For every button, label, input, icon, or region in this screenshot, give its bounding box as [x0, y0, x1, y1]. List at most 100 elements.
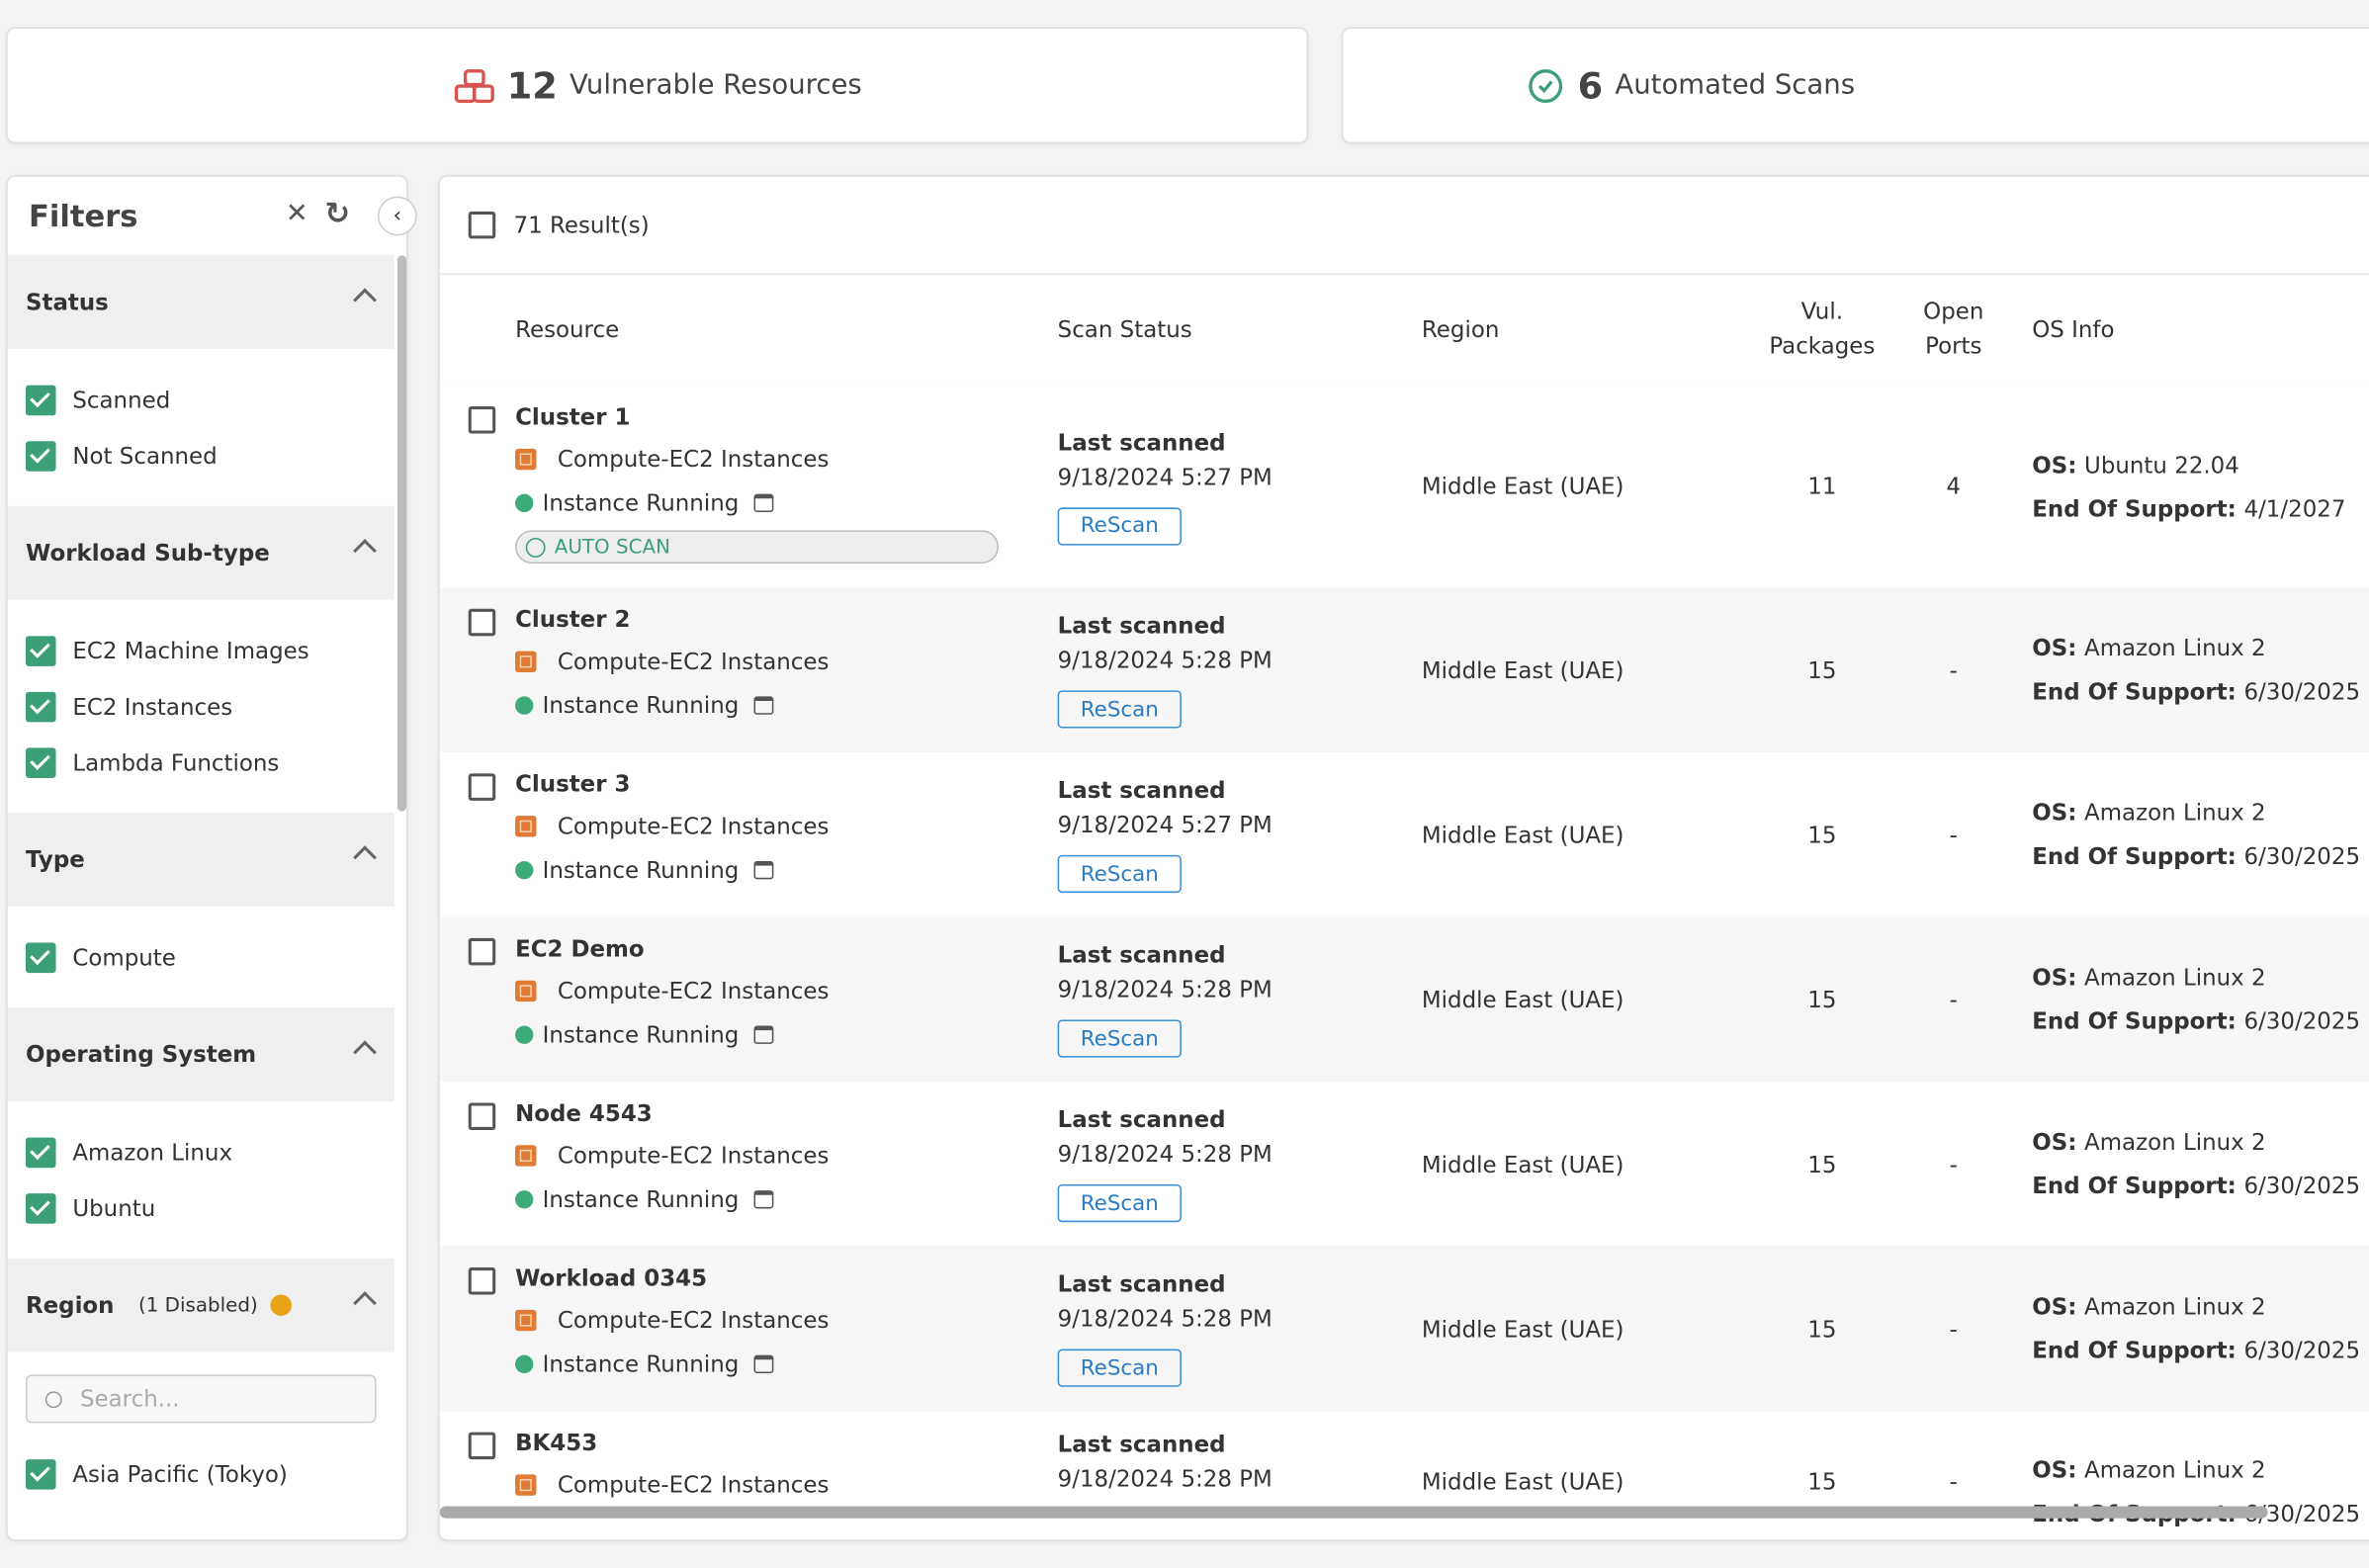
- group-header[interactable]: Operating System: [8, 1007, 395, 1101]
- os-line: OS:Amazon Linux 2: [2032, 955, 2369, 999]
- os-label: OS:: [2032, 1128, 2076, 1156]
- auto-scan-text: AUTO SCAN: [555, 536, 670, 559]
- checkbox-checked[interactable]: [26, 636, 56, 666]
- row-checkbox[interactable]: [469, 938, 496, 966]
- status-dot: [515, 860, 533, 878]
- resource-cell: Cluster 3Compute-EC2 InstancesInstance R…: [515, 752, 999, 917]
- open-ports-cell: -: [1905, 587, 2002, 752]
- row-checkbox[interactable]: [469, 1102, 496, 1130]
- row-checkbox[interactable]: [469, 406, 496, 434]
- filter-option[interactable]: Compute: [8, 929, 395, 986]
- resource-cell: Workload 0345Compute-EC2 InstancesInstan…: [515, 1247, 999, 1412]
- checkbox-checked[interactable]: [26, 385, 56, 415]
- row-checkbox[interactable]: [469, 1433, 496, 1460]
- checkbox-checked[interactable]: [26, 691, 56, 722]
- resource-type: Compute-EC2 Instances: [515, 1298, 999, 1342]
- option-label: Scanned: [72, 386, 170, 413]
- type-text: Compute-EC2 Instances: [558, 977, 830, 1004]
- rescan-button[interactable]: ReScan: [1058, 507, 1182, 545]
- region-cell: Middle East (UAE): [1422, 386, 1724, 588]
- region-cell: Middle East (UAE): [1422, 917, 1724, 1083]
- filter-option[interactable]: Lambda Functions: [8, 735, 395, 791]
- os-label: OS:: [2032, 635, 2076, 662]
- row-checkbox[interactable]: [469, 1267, 496, 1295]
- type-text: Compute-EC2 Instances: [558, 1141, 830, 1169]
- reset[interactable]: ↻: [325, 195, 351, 231]
- table-row: Workload 0345Compute-EC2 InstancesInstan…: [440, 1247, 2369, 1413]
- state-text: Instance Running: [543, 1350, 740, 1377]
- group-title: Workload Sub-type: [26, 540, 270, 567]
- search-box[interactable]: Search...: [26, 1375, 377, 1424]
- row-checkbox[interactable]: [469, 609, 496, 637]
- scan-time: 9/18/2024 5:28 PM: [1058, 1465, 1390, 1500]
- filter-option[interactable]: Asia Pacific (Tokyo): [8, 1445, 395, 1502]
- open-ports-cell: -: [1905, 752, 2002, 917]
- collapse-panel[interactable]: ‹: [378, 197, 417, 236]
- checkbox-checked[interactable]: [26, 440, 56, 471]
- label: Automated Scans: [1615, 69, 1855, 101]
- details-icon[interactable]: [754, 1025, 774, 1043]
- row-checkbox[interactable]: [469, 773, 496, 801]
- scan-label: Last scanned: [1058, 1270, 1390, 1305]
- details-icon[interactable]: [754, 860, 774, 878]
- os-label: OS:: [2032, 1293, 2076, 1321]
- details-icon[interactable]: [754, 696, 774, 714]
- filter-option[interactable]: EC2 Machine Images: [8, 623, 395, 679]
- filter-option[interactable]: Ubuntu: [8, 1179, 395, 1236]
- scan-label: Last scanned: [1058, 776, 1390, 811]
- state-text: Instance Running: [543, 1020, 740, 1048]
- column-title: Region: [1422, 312, 1724, 347]
- checkbox-checked[interactable]: [26, 1458, 56, 1489]
- table-header: ResourceScan StatusRegionVul. PackagesOp…: [440, 274, 2369, 388]
- details-icon[interactable]: [754, 493, 774, 511]
- type-icon: [515, 1309, 536, 1330]
- vul-packages-cell: 15: [1754, 752, 1890, 917]
- filter-option[interactable]: Not Scanned: [8, 427, 395, 483]
- scan-time: 9/18/2024 5:27 PM: [1058, 812, 1390, 846]
- details-icon[interactable]: [754, 1189, 774, 1207]
- search-icon: [45, 1391, 62, 1408]
- group-header[interactable]: Workload Sub-type: [8, 506, 395, 600]
- summary-card[interactable]: 12 Vulnerable Resources: [6, 28, 1308, 144]
- rescan-button[interactable]: ReScan: [1058, 1019, 1182, 1057]
- checkbox-checked[interactable]: [26, 747, 56, 778]
- rescan-button[interactable]: ReScan: [1058, 690, 1182, 728]
- scan-label: Last scanned: [1058, 1431, 1390, 1465]
- filters-header: Filters ✕ ↻: [8, 177, 406, 255]
- caret: [353, 539, 377, 563]
- checkbox-checked[interactable]: [26, 1192, 56, 1223]
- column-header: Resource: [515, 274, 968, 386]
- rescan-button[interactable]: ReScan: [1058, 855, 1182, 893]
- os-cell: OS:Amazon Linux 2End Of Support:6/30/202…: [2032, 752, 2369, 917]
- scan-label: Last scanned: [1058, 941, 1390, 976]
- collapse-all[interactable]: ✕: [286, 198, 308, 229]
- summary-card[interactable]: 6 Automated Scans: [1342, 28, 2369, 144]
- os-value: Amazon Linux 2: [2084, 1455, 2266, 1483]
- rescan-button[interactable]: ReScan: [1058, 1350, 1182, 1387]
- eos-value: 4/1/2027: [2244, 494, 2346, 522]
- group-header[interactable]: Type: [8, 813, 395, 907]
- os-value: Amazon Linux 2: [2084, 635, 2266, 662]
- checkbox-checked[interactable]: [26, 1137, 56, 1168]
- result-count: 71 Result(s): [514, 212, 650, 239]
- filter-option[interactable]: Scanned: [8, 372, 395, 428]
- os-value: Ubuntu 22.04: [2084, 451, 2239, 479]
- rescan-button[interactable]: ReScan: [1058, 1184, 1182, 1222]
- group-title: Region: [26, 1291, 115, 1319]
- filter-option[interactable]: EC2 Instances: [8, 678, 395, 735]
- type-icon: [515, 1474, 536, 1495]
- checkbox-checked[interactable]: [26, 942, 56, 973]
- details-icon[interactable]: [754, 1354, 774, 1372]
- type-text: Compute-EC2 Instances: [558, 1471, 830, 1499]
- scrollbar[interactable]: [397, 255, 406, 811]
- filter-option[interactable]: Amazon Linux: [8, 1124, 395, 1180]
- resource-name: EC2 Demo: [515, 929, 999, 969]
- scan-status-cell: Last scanned9/18/2024 5:28 PMReScan: [1058, 1247, 1390, 1412]
- eos-label: End Of Support:: [2032, 1337, 2237, 1364]
- group-header[interactable]: Status: [8, 255, 395, 349]
- h-scrollbar[interactable]: [440, 1506, 2268, 1518]
- select-all[interactable]: [469, 212, 496, 239]
- group-header[interactable]: Region(1 Disabled): [8, 1259, 395, 1352]
